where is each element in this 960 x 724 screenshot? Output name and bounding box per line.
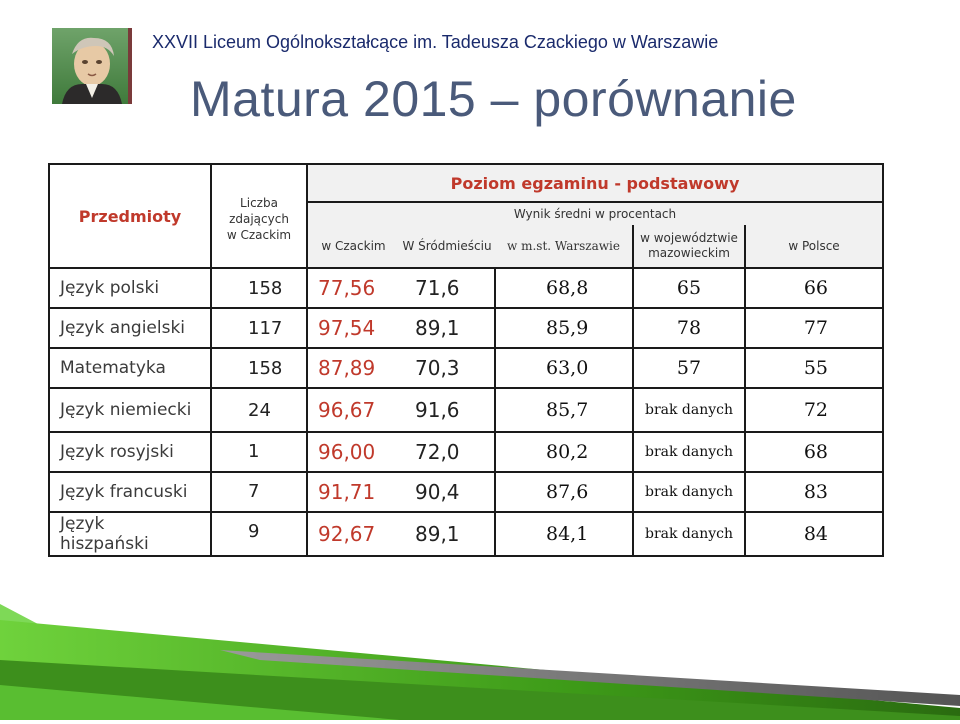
polska-cell: 68 [745,432,885,473]
czacki-cell: 87,89 [306,348,399,389]
count-cell: 7 [211,472,307,513]
srodmiescie-cell: 72,0 [399,432,495,473]
warszawa-cell: 84,1 [494,512,634,557]
col-wojewodztwo: w województwie mazowieckim [633,225,746,269]
czacki-cell: 92,67 [306,512,399,557]
srodmiescie-cell: 89,1 [399,512,495,557]
wojewodztwo-cell: brak danych [633,512,746,557]
czacki-cell: 91,71 [306,472,399,513]
level-header: Poziom egzaminu - podstawowy [307,163,885,202]
count-header-line2: zdających [229,212,289,226]
wojewodztwo-cell: 78 [633,308,746,349]
polska-cell: 66 [745,268,885,309]
subject-label: Język hiszpański [60,514,149,554]
count-header-line3: w Czackim [226,228,292,242]
polska-cell: 84 [745,512,885,557]
czacki-cell: 77,56 [306,268,399,309]
warszawa-cell: 68,8 [494,268,634,309]
polska-cell: 55 [745,348,885,389]
col-polska: w Polsce [745,225,885,269]
polska-cell: 77 [745,308,885,349]
count-cell: 24 [211,388,307,433]
count-cell: 158 [211,348,307,389]
wojewodztwo-cell: brak danych [633,472,746,513]
subject-cell: Język hiszpański [48,512,212,557]
warszawa-cell: 63,0 [494,348,634,389]
wojewodztwo-cell: brak danych [633,432,746,473]
decorative-footer [0,590,960,720]
patron-portrait [52,28,132,104]
count-cell: 1 [211,432,307,473]
polska-cell: 72 [745,388,885,433]
polska-cell: 83 [745,472,885,513]
subject-cell: Język polski [48,268,212,309]
col-czacki: w Czackim [307,225,399,269]
wojewodztwo-cell: 57 [633,348,746,389]
col-srodmiescie: W Śródmieściu [399,225,495,269]
srodmiescie-cell: 90,4 [399,472,495,513]
subject-cell: Język rosyjski [48,432,212,473]
warszawa-cell: 85,7 [494,388,634,433]
srodmiescie-cell: 71,6 [399,268,495,309]
count-cell: 158 [211,268,307,309]
subject-cell: Matematyka [48,348,212,389]
school-name: XXVII Liceum Ogólnokształcące im. Tadeus… [152,32,719,52]
czacki-cell: 96,67 [306,388,399,433]
count-header-line1: Liczba [240,196,278,210]
wojewodztwo-cell: 65 [633,268,746,309]
czacki-cell: 96,00 [306,432,399,473]
count-cell: 117 [211,308,307,349]
srodmiescie-cell: 89,1 [399,308,495,349]
warszawa-cell: 80,2 [494,432,634,473]
results-table: Przedmioty Liczba zdających w Czackim Po… [48,163,885,557]
srodmiescie-cell: 91,6 [399,388,495,433]
subjects-header: Przedmioty [48,163,212,269]
avg-header: Wynik średni w procentach [307,201,885,225]
subject-cell: Język niemiecki [48,388,212,433]
czacki-cell: 97,54 [306,308,399,349]
wojewodztwo-cell: brak danych [633,388,746,433]
subject-cell: Język francuski [48,472,212,513]
page-title: Matura 2015 – porównanie [190,71,797,127]
col-warszawa: w m.st. Warszawie [495,225,634,269]
warszawa-cell: 87,6 [494,472,634,513]
warszawa-cell: 85,9 [494,308,634,349]
srodmiescie-cell: 70,3 [399,348,495,389]
count-header: Liczba zdających w Czackim [210,163,308,269]
subject-cell: Język angielski [48,308,212,349]
count-cell: 9 [211,512,307,557]
